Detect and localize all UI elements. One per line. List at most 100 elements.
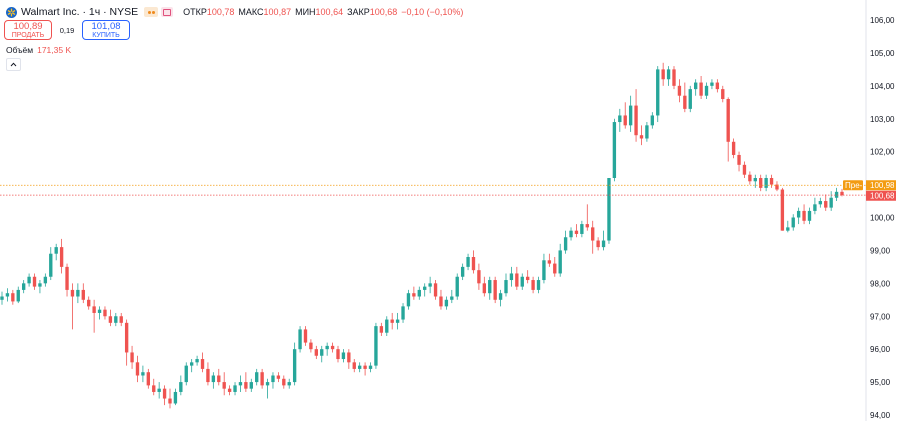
candle-body <box>189 362 194 366</box>
candle-body <box>352 362 356 369</box>
candle-body <box>525 276 530 281</box>
candle <box>238 375 243 392</box>
candle <box>596 237 600 251</box>
candle <box>569 227 573 241</box>
collapse-legend-button[interactable] <box>6 58 21 71</box>
candle <box>38 280 42 294</box>
candle-body <box>672 69 676 86</box>
candle-body <box>585 224 589 228</box>
candle-body <box>336 349 340 360</box>
price-tick-label: 94,00 <box>870 411 891 420</box>
candle <box>618 108 622 132</box>
sell-button[interactable]: 100,89 ПРОДАТЬ <box>4 20 52 40</box>
volume-value: 171,35 K <box>37 45 72 55</box>
candle-body <box>639 135 644 139</box>
candle <box>840 188 844 197</box>
market-dots-icon[interactable] <box>144 7 159 17</box>
candle <box>200 352 205 373</box>
candle <box>124 319 129 366</box>
ohlc-change: −0,10 (−0,10%) <box>401 7 464 17</box>
candle <box>493 276 497 304</box>
candle <box>791 214 795 231</box>
candle-body <box>498 293 503 300</box>
candle <box>748 171 752 185</box>
candle <box>666 66 671 86</box>
candle <box>309 339 313 353</box>
candle <box>829 191 833 211</box>
walmart-logo-icon <box>6 6 17 18</box>
symbol-title[interactable]: Walmart Inc. · 1ч · NYSE <box>21 6 139 18</box>
candle-body <box>612 122 617 178</box>
candle-body <box>49 253 53 277</box>
candle-body <box>87 299 91 307</box>
candle-body <box>21 283 26 290</box>
candle <box>368 362 373 373</box>
candle <box>553 257 557 277</box>
candle <box>385 316 389 336</box>
candle <box>271 372 275 389</box>
candle-body <box>32 276 37 287</box>
candle-body <box>43 276 48 284</box>
candle-body <box>450 296 454 300</box>
candle <box>27 273 31 287</box>
candle-body <box>726 99 730 142</box>
candle-body <box>645 125 649 139</box>
candle <box>352 359 356 373</box>
candle-body <box>130 352 134 363</box>
candle-body <box>509 273 514 281</box>
sell-price: 100,89 <box>13 21 43 32</box>
candle <box>645 122 649 142</box>
candle <box>525 270 530 284</box>
candle <box>11 289 15 305</box>
candle-body <box>769 178 774 185</box>
candle-body <box>444 299 449 307</box>
spread-value: 0,19 <box>59 26 75 35</box>
candle-body <box>211 375 216 383</box>
candle <box>108 309 113 327</box>
buy-button[interactable]: 101,08 КУПИТЬ <box>82 20 130 40</box>
candle-body <box>412 293 416 297</box>
candle <box>477 263 481 290</box>
price-tick-label: 97,00 <box>870 312 891 321</box>
candle <box>195 355 199 366</box>
price-axis[interactable]: 106,00105,00104,00103,00102,00101,00100,… <box>870 16 895 420</box>
candle-body <box>385 319 389 333</box>
candle-body <box>683 95 687 109</box>
flag-badge-icon[interactable] <box>161 7 174 17</box>
candle-body <box>255 372 259 383</box>
candle-body <box>195 359 199 363</box>
last-price-tag: 100,68 <box>866 190 896 201</box>
candle-body <box>455 276 459 297</box>
candle <box>92 299 96 333</box>
candle <box>737 151 741 172</box>
candle-body <box>677 85 682 96</box>
candle-body <box>791 217 795 228</box>
candle <box>585 204 589 231</box>
candle <box>710 79 714 90</box>
candle <box>162 385 167 406</box>
candle <box>206 362 210 386</box>
candle-body <box>710 82 714 86</box>
candle <box>325 342 329 356</box>
candles-layer <box>0 62 844 409</box>
candle-body <box>542 260 546 281</box>
candle-body <box>292 349 297 383</box>
candle-body <box>813 204 817 211</box>
candle <box>520 273 524 290</box>
candle <box>412 286 416 300</box>
candle-body <box>661 69 665 80</box>
candle-body <box>173 391 178 404</box>
ohlc-close: ЗАКР100,68 <box>347 7 398 17</box>
buy-label: КУПИТЬ <box>92 32 120 39</box>
chart-legend: Walmart Inc. · 1ч · NYSE ОТКР100,78 МАКС… <box>6 5 467 19</box>
candle <box>54 243 58 261</box>
candle <box>76 283 80 304</box>
candle-body <box>265 382 270 386</box>
candle-body <box>27 276 31 284</box>
chevron-up-icon <box>10 62 17 67</box>
candle <box>282 375 286 389</box>
candle <box>70 283 75 330</box>
candle-body <box>607 178 611 241</box>
candle <box>466 253 470 271</box>
